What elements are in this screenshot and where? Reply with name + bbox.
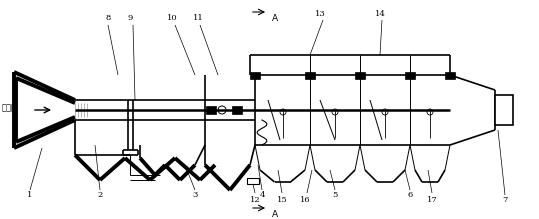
Text: A: A: [272, 210, 278, 219]
Text: 15: 15: [277, 196, 287, 204]
Text: 10: 10: [167, 14, 177, 22]
Text: 13: 13: [315, 10, 326, 18]
Text: 4: 4: [259, 191, 265, 199]
Text: 16: 16: [300, 196, 310, 204]
Text: 17: 17: [427, 196, 437, 204]
Text: 1: 1: [27, 191, 33, 199]
Text: 3: 3: [192, 191, 198, 199]
Bar: [206, 106, 216, 114]
Text: 11: 11: [192, 14, 203, 22]
Text: 12: 12: [250, 196, 260, 204]
Text: 9: 9: [127, 14, 133, 22]
Bar: [445, 72, 455, 79]
Text: 气溶胶: 气溶胶: [2, 104, 17, 113]
Text: 7: 7: [502, 196, 508, 204]
Text: 8: 8: [105, 14, 110, 22]
Bar: [355, 72, 365, 79]
Bar: [247, 178, 259, 184]
Bar: [305, 72, 315, 79]
Text: 6: 6: [407, 191, 413, 199]
Bar: [495, 95, 513, 125]
Text: 2: 2: [98, 191, 102, 199]
Bar: [232, 106, 242, 114]
Text: 14: 14: [375, 10, 385, 18]
Bar: [405, 72, 415, 79]
Bar: [250, 72, 260, 79]
Text: 5: 5: [333, 191, 338, 199]
Text: A: A: [272, 14, 278, 23]
